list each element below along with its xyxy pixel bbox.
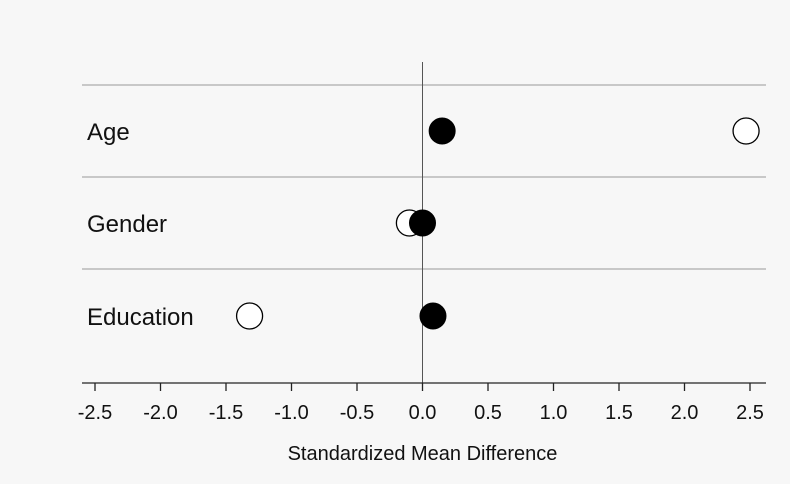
x-tick-label: 2.0 (671, 402, 699, 424)
category-label-gender: Gender (87, 211, 167, 238)
x-tick-label: -0.5 (340, 402, 374, 424)
x-tick-label: -1.5 (209, 402, 243, 424)
x-tick-label: 0.0 (409, 402, 437, 424)
category-label-age: Age (87, 119, 130, 146)
open-point-education (235, 302, 264, 330)
x-tick-label: 1.0 (540, 402, 568, 424)
x-tick-label: -2.0 (143, 402, 177, 424)
filled-point-education (419, 302, 447, 330)
x-tick-label: 0.5 (474, 402, 502, 424)
x-axis-title: Standardized Mean Difference (288, 443, 558, 465)
filled-point-gender (409, 209, 436, 237)
x-tick-label: 2.5 (736, 402, 764, 424)
x-tick-label: -1.0 (274, 402, 308, 424)
open-point-age (732, 117, 760, 145)
category-label-education: Education (87, 304, 194, 331)
x-tick-label: -2.5 (78, 402, 112, 424)
x-tick-label: 1.5 (605, 402, 633, 424)
filled-point-age (428, 117, 456, 145)
